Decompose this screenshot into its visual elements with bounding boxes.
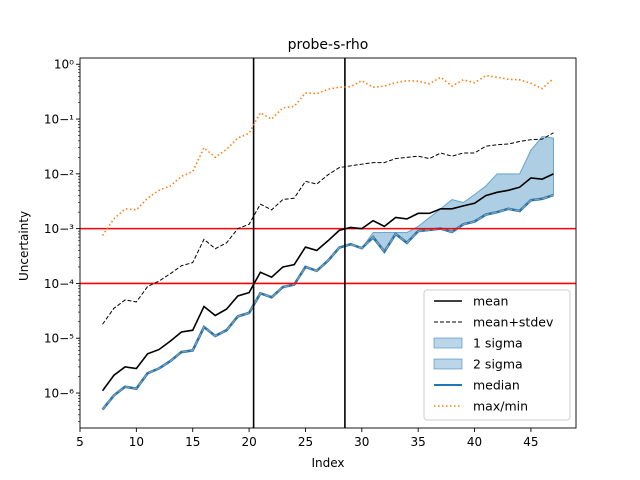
legend-label-2-sigma: 2 sigma — [473, 357, 523, 372]
x-tick-label-10: 10 — [129, 435, 144, 449]
plot-area — [80, 58, 576, 428]
x-tick-label-35: 35 — [411, 435, 426, 449]
legend-label-1-sigma: 1 sigma — [473, 336, 523, 351]
y-tick-label-1e0: 10⁰ — [54, 58, 74, 72]
x-tick-label-40: 40 — [467, 435, 482, 449]
legend: mean mean+stdev 1 sigma 2 sigma median max/mi… — [423, 289, 571, 421]
axes: 5 10 15 20 25 30 35 40 45 10−⁶ 10−⁵ 10−⁴ 10−³ 10−² 10−… — [44, 57, 577, 449]
plot-content — [80, 58, 576, 428]
series-mean-line — [101, 173, 554, 392]
series-mean-stdev-line — [102, 132, 554, 325]
y-tick-label-1e-6: 10−⁶ — [44, 387, 74, 401]
y-axis-label: Uncertainty — [17, 211, 31, 281]
y-tick-label-1e-3: 10−³ — [44, 222, 74, 236]
x-tick-label-20: 20 — [241, 435, 256, 449]
legend-label-mean: mean — [473, 294, 508, 309]
axes-frame — [79, 57, 577, 429]
legend-label-mean-stdev: mean+stdev — [473, 315, 554, 330]
x-tick-label-30: 30 — [354, 435, 369, 449]
x-tick-label-5: 5 — [76, 435, 84, 449]
legend-label-median: median — [473, 378, 520, 393]
legend-label-max-min: max/min — [473, 399, 528, 414]
series-median-overlay — [102, 194, 554, 410]
chart-title: probe-s-rho — [288, 37, 369, 53]
legend-swatch-2-sigma — [433, 358, 463, 370]
x-tick-label-15: 15 — [185, 435, 200, 449]
legend-swatch-1-sigma — [433, 337, 463, 349]
y-tick-label-1e-1: 10−¹ — [44, 113, 74, 127]
x-axis-label: Index — [311, 456, 344, 470]
y-tick-label-1e-4: 10−⁴ — [44, 277, 74, 291]
x-tick-label-25: 25 — [298, 435, 313, 449]
y-tick-label-1e-5: 10−⁵ — [44, 332, 74, 346]
x-tick-label-45: 45 — [523, 435, 538, 449]
y-tick-label-1e-2: 10−² — [44, 167, 74, 181]
